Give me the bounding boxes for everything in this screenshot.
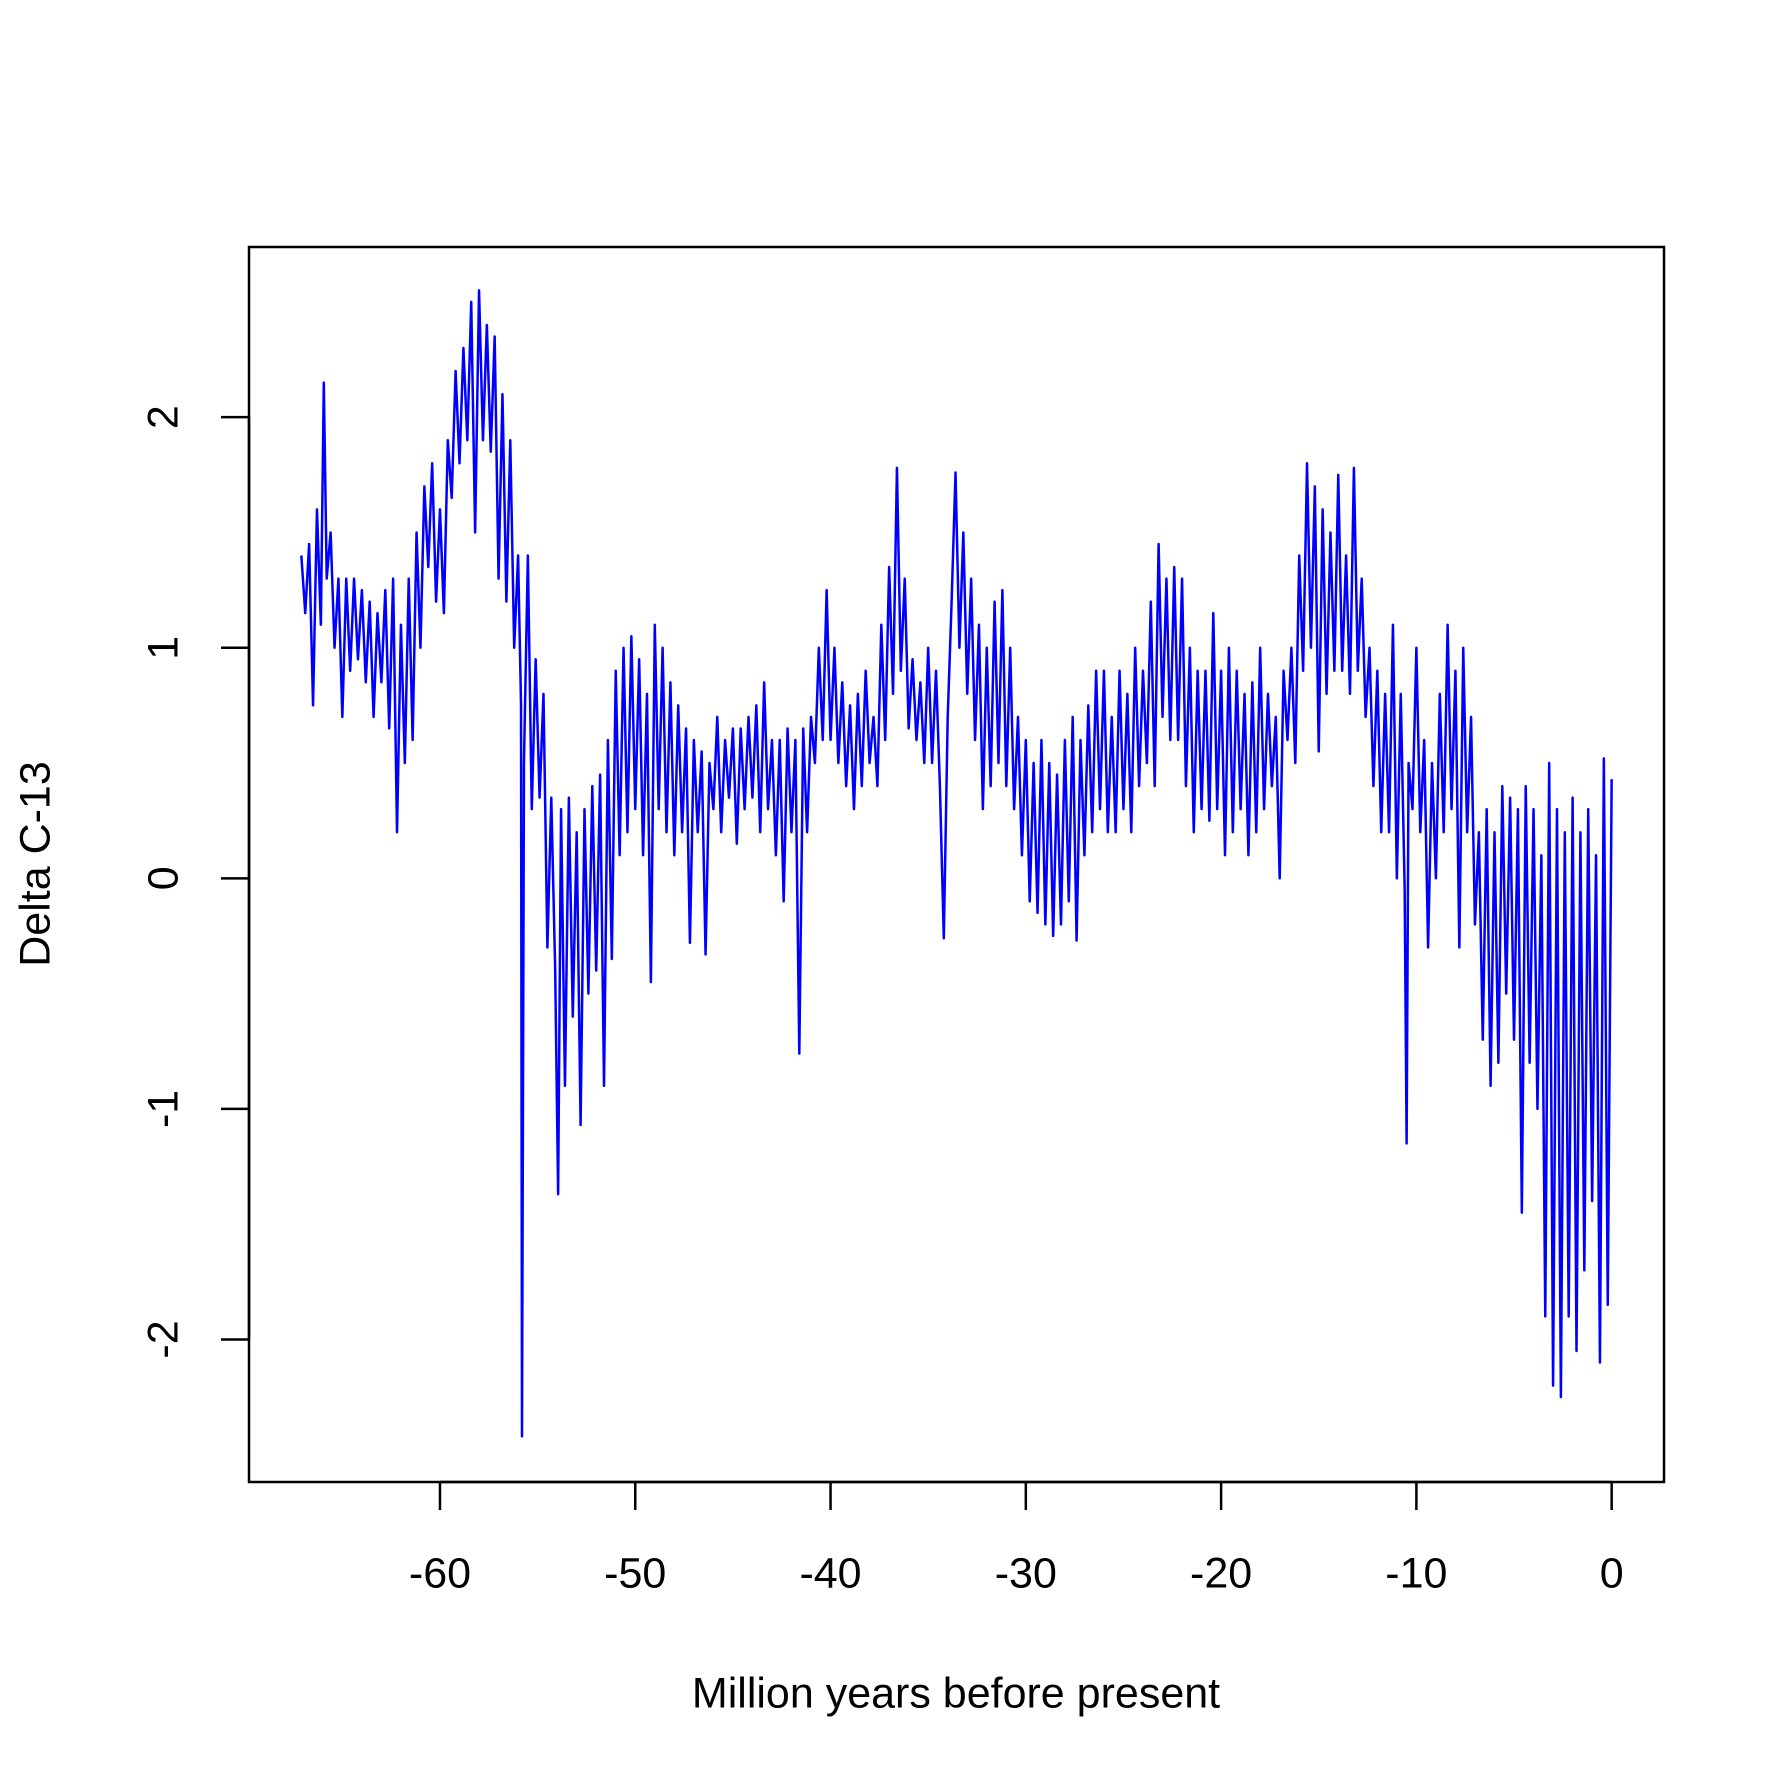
y-tick-label: -2 (139, 1320, 187, 1358)
x-tick-label: -50 (604, 1549, 666, 1597)
data-line (300, 289, 1613, 1438)
x-tick-label: -20 (1190, 1549, 1252, 1597)
y-tick-label: -1 (139, 1090, 187, 1128)
x-tick-label: -10 (1385, 1549, 1447, 1597)
x-axis-title: Million years before present (692, 1669, 1220, 1717)
y-tick-label: 1 (139, 636, 187, 660)
y-tick-label: 0 (139, 866, 187, 890)
x-tick-label: -60 (409, 1549, 471, 1597)
y-tick-label: 2 (139, 405, 187, 429)
y-axis-title: Delta C-13 (11, 761, 59, 967)
x-tick-label: -40 (799, 1549, 861, 1597)
x-tick-label: 0 (1600, 1549, 1624, 1597)
x-tick-label: -30 (995, 1549, 1057, 1597)
